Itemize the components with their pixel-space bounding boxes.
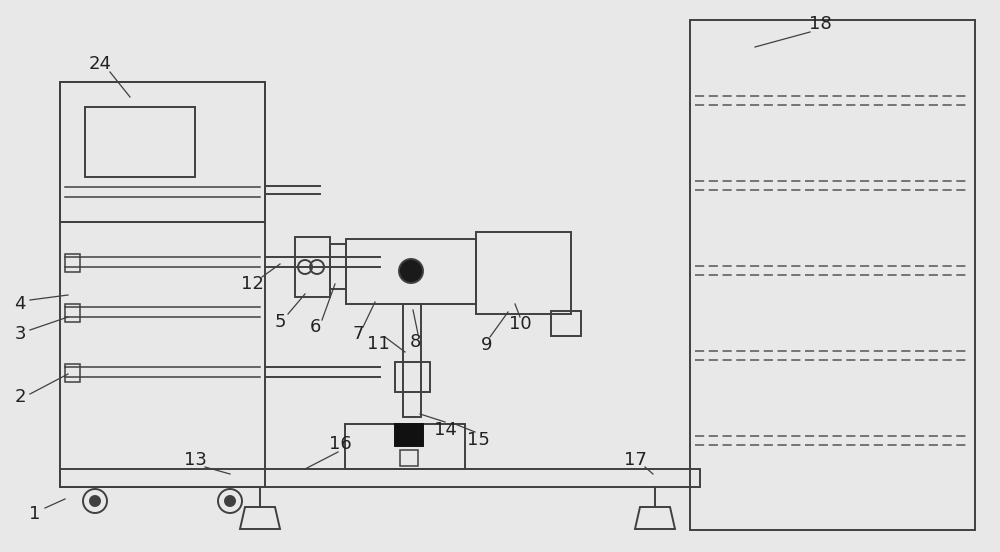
Bar — [346, 239, 476, 304]
Bar — [403, 304, 421, 417]
Text: 3: 3 — [14, 325, 26, 343]
Text: 17: 17 — [624, 451, 646, 469]
Text: 12: 12 — [241, 275, 263, 293]
Text: 13: 13 — [184, 451, 206, 469]
Bar — [295, 237, 330, 297]
Text: 5: 5 — [274, 313, 286, 331]
Bar — [65, 304, 80, 322]
Bar — [476, 232, 571, 314]
Bar — [551, 311, 581, 336]
Text: 2: 2 — [14, 388, 26, 406]
Bar — [60, 469, 700, 487]
Bar — [345, 424, 465, 469]
Text: 9: 9 — [481, 336, 493, 354]
Text: 14: 14 — [434, 421, 456, 439]
Bar — [330, 244, 346, 289]
Bar — [690, 20, 975, 530]
Circle shape — [90, 496, 100, 506]
Text: 1: 1 — [29, 505, 41, 523]
Circle shape — [399, 259, 423, 283]
Bar — [65, 364, 80, 382]
Bar — [395, 362, 430, 392]
Bar — [85, 107, 195, 177]
Bar — [60, 82, 265, 487]
Text: 24: 24 — [88, 55, 112, 73]
Text: 6: 6 — [309, 318, 321, 336]
Text: 18: 18 — [809, 15, 831, 33]
Bar — [395, 424, 423, 446]
Text: 10: 10 — [509, 315, 531, 333]
Text: 8: 8 — [409, 333, 421, 351]
Text: 4: 4 — [14, 295, 26, 313]
Text: 7: 7 — [352, 325, 364, 343]
Bar — [400, 450, 418, 466]
Bar — [65, 254, 80, 272]
Text: 11: 11 — [367, 335, 389, 353]
Text: 15: 15 — [467, 431, 489, 449]
Bar — [60, 82, 265, 222]
Text: 16: 16 — [329, 435, 351, 453]
Circle shape — [225, 496, 235, 506]
